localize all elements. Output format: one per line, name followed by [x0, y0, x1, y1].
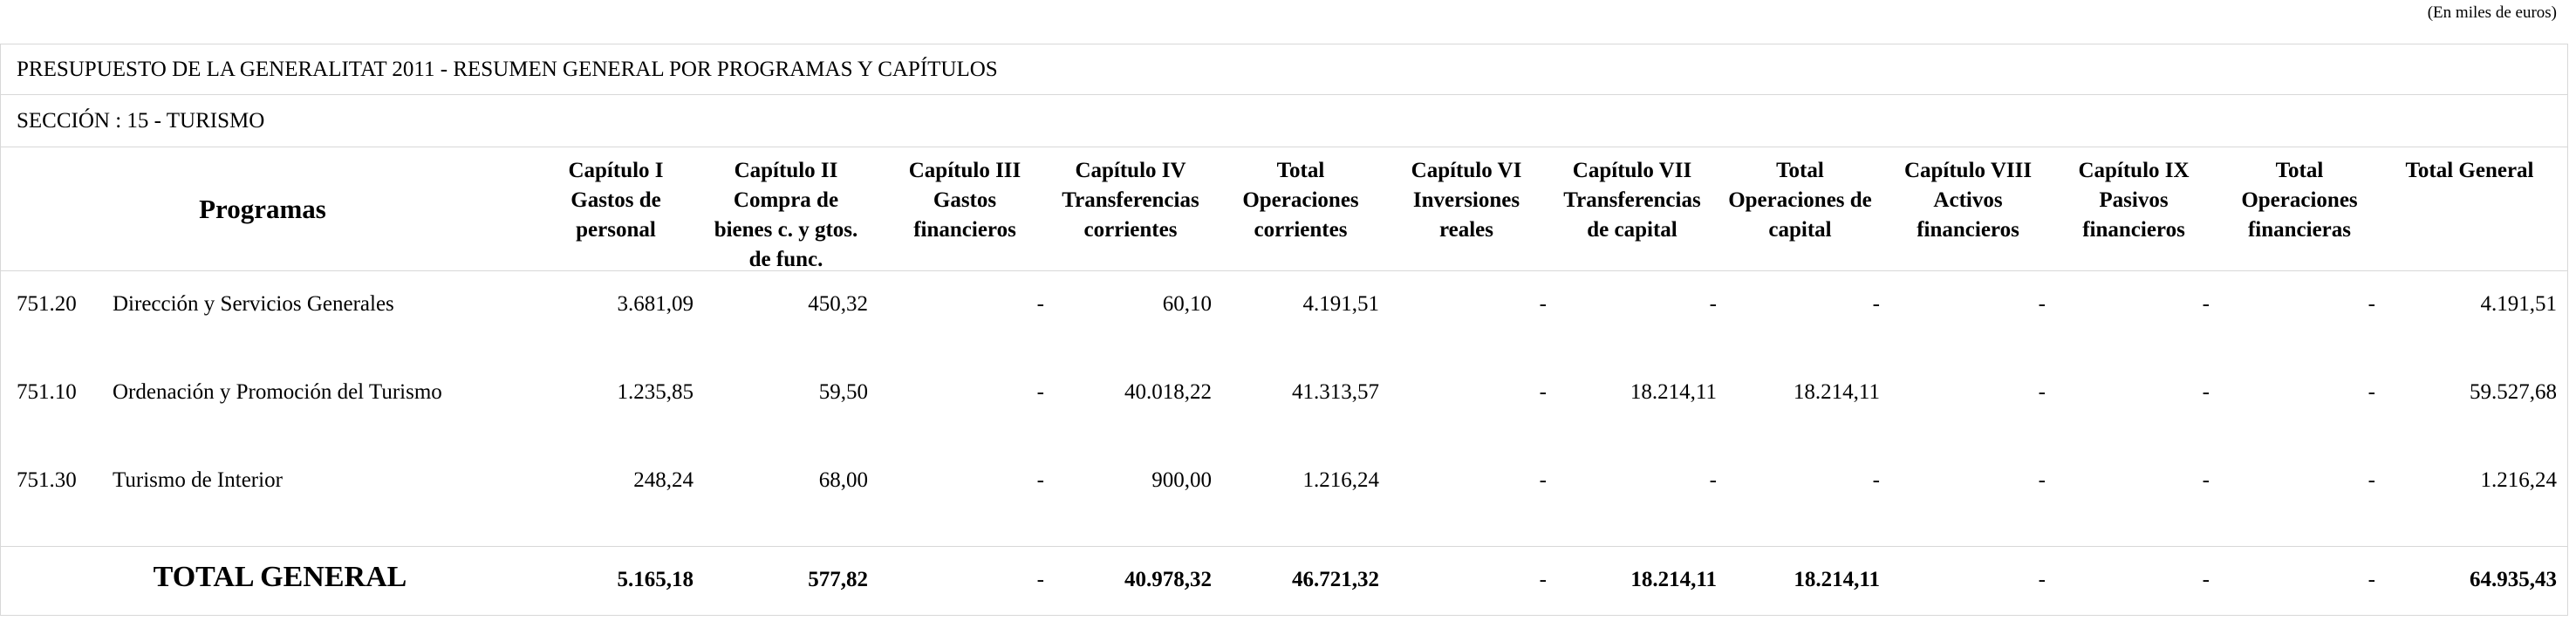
- header-total-financieras: Total Operaciones financieras: [2241, 159, 2358, 242]
- total-capitulo-1: 5.165,18: [617, 568, 694, 591]
- table-row: 751.20 Dirección y Servicios Generales 3…: [1, 280, 2567, 367]
- value-capitulo-4: 60,10: [1162, 292, 1212, 316]
- programa-code: 751.10: [17, 380, 77, 404]
- header-capitulo-8: Capítulo VIII Activos financieros: [1903, 159, 2033, 242]
- total-capitulo-7: 18.214,11: [1630, 568, 1717, 591]
- total-capitulo-3: -: [1036, 568, 1044, 591]
- header-capitulo-4: Capítulo IV Transferencias corrientes: [1062, 159, 1199, 242]
- header-total-general: Total General: [2405, 159, 2534, 182]
- value-total-corrientes: 4.191,51: [1302, 292, 1380, 316]
- total-capitulo-6: -: [1539, 568, 1547, 591]
- value-capitulo-3: -: [1036, 468, 1044, 492]
- total-total-capital: 18.214,11: [1794, 568, 1880, 591]
- table-row: 751.30 Turismo de Interior 248,24 68,00 …: [1, 456, 2567, 543]
- total-capitulo-4: 40.978,32: [1124, 568, 1212, 591]
- value-capitulo-6: -: [1539, 468, 1547, 492]
- value-capitulo-8: -: [2038, 292, 2046, 316]
- value-capitulo-6: -: [1539, 380, 1547, 404]
- programa-name: Dirección y Servicios Generales: [113, 292, 394, 316]
- value-total-capital: 18.214,11: [1793, 380, 1880, 404]
- total-total-general: 64.935,43: [2470, 568, 2557, 591]
- value-capitulo-2: 68,00: [818, 468, 868, 492]
- value-capitulo-4: 900,00: [1151, 468, 1212, 492]
- value-total-general: 59.527,68: [2470, 380, 2557, 404]
- value-total-general: 1.216,24: [2480, 468, 2558, 492]
- programa-name: Ordenación y Promoción del Turismo: [113, 380, 442, 404]
- value-total-corrientes: 1.216,24: [1302, 468, 1380, 492]
- value-total-capital: -: [1872, 468, 1880, 492]
- table-row: 751.10 Ordenación y Promoción del Turism…: [1, 368, 2567, 455]
- value-capitulo-7: -: [1709, 292, 1717, 316]
- value-capitulo-8: -: [2038, 468, 2046, 492]
- header-capitulo-1: Capítulo I Gastos de personal: [568, 159, 664, 242]
- total-capitulo-8: -: [2038, 568, 2046, 591]
- total-row: TOTAL GENERAL 5.165,18 577,82 - 40.978,3…: [1, 546, 2567, 616]
- programa-code: 751.20: [17, 292, 77, 316]
- value-capitulo-1: 3.681,09: [617, 292, 694, 316]
- column-headers: Programas Capítulo I Gastos de personal …: [1, 147, 2567, 271]
- section-label: SECCIÓN : 15 - TURISMO: [1, 95, 2567, 147]
- header-capitulo-7: Capítulo VII Transferencias de capital: [1563, 159, 1701, 242]
- header-capitulo-6: Capítulo VI Inversiones reales: [1411, 159, 1522, 242]
- header-capitulo-2: Capítulo II Compra de bienes c. y gtos. …: [714, 159, 858, 271]
- total-capitulo-2: 577,82: [808, 568, 868, 591]
- value-capitulo-7: 18.214,11: [1630, 380, 1717, 404]
- value-total-general: 4.191,51: [2480, 292, 2558, 316]
- header-capitulo-3: Capítulo III Gastos financieros: [908, 159, 1022, 242]
- header-capitulo-9: Capítulo IX Pasivos financieros: [2078, 159, 2190, 242]
- total-label: TOTAL GENERAL: [153, 561, 407, 593]
- units-note: (En miles de euros): [2427, 3, 2557, 22]
- value-capitulo-1: 1.235,85: [617, 380, 694, 404]
- value-capitulo-8: -: [2038, 380, 2046, 404]
- value-capitulo-2: 59,50: [818, 380, 868, 404]
- value-capitulo-3: -: [1036, 292, 1044, 316]
- total-total-financieras: -: [2368, 568, 2375, 591]
- value-capitulo-7: -: [1709, 468, 1717, 492]
- budget-table: PRESUPUESTO DE LA GENERALITAT 2011 - RES…: [0, 44, 2568, 616]
- value-total-capital: -: [1872, 292, 1880, 316]
- report-title: PRESUPUESTO DE LA GENERALITAT 2011 - RES…: [1, 44, 2567, 95]
- value-capitulo-9: -: [2202, 380, 2210, 404]
- value-total-financieras: -: [2368, 468, 2375, 492]
- programa-name: Turismo de Interior: [113, 468, 283, 492]
- value-total-financieras: -: [2368, 292, 2375, 316]
- value-capitulo-1: 248,24: [633, 468, 694, 492]
- programa-code: 751.30: [17, 468, 77, 492]
- header-total-corrientes: Total Operaciones corrientes: [1242, 159, 1359, 242]
- value-capitulo-9: -: [2202, 468, 2210, 492]
- header-total-capital: Total Operaciones de capital: [1728, 159, 1872, 242]
- value-capitulo-2: 450,32: [808, 292, 868, 316]
- total-total-corrientes: 46.721,32: [1292, 568, 1379, 591]
- value-total-corrientes: 41.313,57: [1292, 380, 1379, 404]
- value-capitulo-3: -: [1036, 380, 1044, 404]
- value-capitulo-9: -: [2202, 292, 2210, 316]
- value-capitulo-4: 40.018,22: [1124, 380, 1212, 404]
- value-total-financieras: -: [2368, 380, 2375, 404]
- total-capitulo-9: -: [2202, 568, 2210, 591]
- value-capitulo-6: -: [1539, 292, 1547, 316]
- header-programas: Programas: [199, 194, 326, 224]
